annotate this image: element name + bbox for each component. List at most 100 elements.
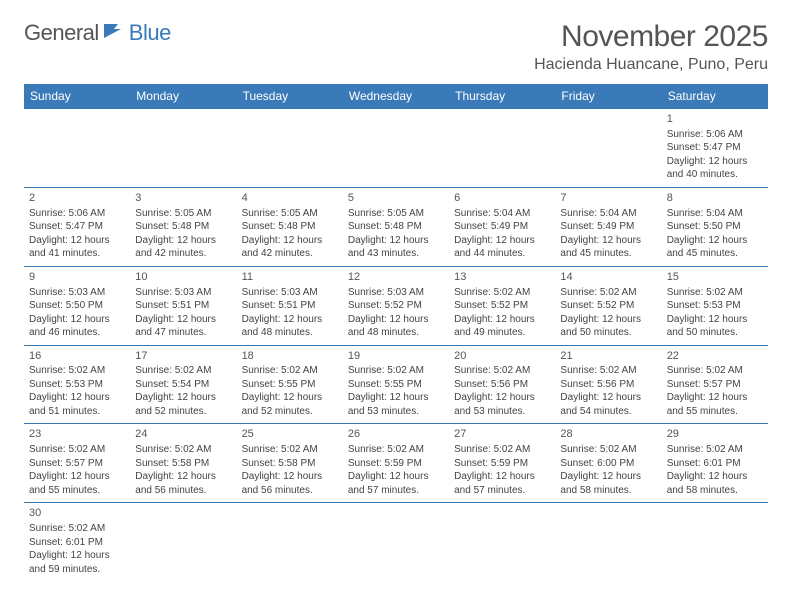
daylight-line: Daylight: 12 hours and 48 minutes. [348, 313, 444, 340]
sunrise-line: Sunrise: 5:02 AM [29, 522, 125, 536]
weekday-header: Wednesday [343, 84, 449, 109]
daylight-line: Daylight: 12 hours and 51 minutes. [29, 391, 125, 418]
header: General Blue November 2025 Hacienda Huan… [24, 20, 768, 74]
day-cell: 19Sunrise: 5:02 AMSunset: 5:55 PMDayligh… [343, 345, 449, 424]
daylight-line: Daylight: 12 hours and 55 minutes. [667, 391, 763, 418]
sunset-line: Sunset: 5:49 PM [454, 220, 550, 234]
logo-text-general: General [24, 20, 99, 46]
sunset-line: Sunset: 5:50 PM [29, 299, 125, 313]
day-cell: 2Sunrise: 5:06 AMSunset: 5:47 PMDaylight… [24, 187, 130, 266]
day-number: 15 [667, 270, 763, 285]
day-number: 24 [135, 427, 231, 442]
calendar-row: 2Sunrise: 5:06 AMSunset: 5:47 PMDaylight… [24, 187, 768, 266]
daylight-line: Daylight: 12 hours and 58 minutes. [560, 470, 656, 497]
sunrise-line: Sunrise: 5:03 AM [348, 286, 444, 300]
calendar-row: 23Sunrise: 5:02 AMSunset: 5:57 PMDayligh… [24, 424, 768, 503]
calendar-row: 1Sunrise: 5:06 AMSunset: 5:47 PMDaylight… [24, 109, 768, 188]
weekday-header: Sunday [24, 84, 130, 109]
sunset-line: Sunset: 5:50 PM [667, 220, 763, 234]
day-cell: 30Sunrise: 5:02 AMSunset: 6:01 PMDayligh… [24, 503, 130, 581]
day-number: 21 [560, 349, 656, 364]
sunset-line: Sunset: 6:01 PM [29, 536, 125, 550]
daylight-line: Daylight: 12 hours and 54 minutes. [560, 391, 656, 418]
sunset-line: Sunset: 5:53 PM [667, 299, 763, 313]
daylight-line: Daylight: 12 hours and 42 minutes. [135, 234, 231, 261]
sunrise-line: Sunrise: 5:04 AM [560, 207, 656, 221]
sunrise-line: Sunrise: 5:02 AM [348, 443, 444, 457]
calendar-row: 9Sunrise: 5:03 AMSunset: 5:50 PMDaylight… [24, 266, 768, 345]
day-number: 13 [454, 270, 550, 285]
sunset-line: Sunset: 5:52 PM [454, 299, 550, 313]
sunrise-line: Sunrise: 5:02 AM [242, 364, 338, 378]
day-cell: 18Sunrise: 5:02 AMSunset: 5:55 PMDayligh… [237, 345, 343, 424]
day-cell: 29Sunrise: 5:02 AMSunset: 6:01 PMDayligh… [662, 424, 768, 503]
sunrise-line: Sunrise: 5:02 AM [667, 286, 763, 300]
daylight-line: Daylight: 12 hours and 41 minutes. [29, 234, 125, 261]
sunset-line: Sunset: 5:55 PM [348, 378, 444, 392]
daylight-line: Daylight: 12 hours and 53 minutes. [454, 391, 550, 418]
sunset-line: Sunset: 5:58 PM [135, 457, 231, 471]
day-number: 4 [242, 191, 338, 206]
sunrise-line: Sunrise: 5:05 AM [242, 207, 338, 221]
weekday-header: Monday [130, 84, 236, 109]
sunrise-line: Sunrise: 5:02 AM [560, 286, 656, 300]
calendar-table: SundayMondayTuesdayWednesdayThursdayFrid… [24, 84, 768, 581]
sunset-line: Sunset: 5:57 PM [29, 457, 125, 471]
day-cell: 13Sunrise: 5:02 AMSunset: 5:52 PMDayligh… [449, 266, 555, 345]
daylight-line: Daylight: 12 hours and 55 minutes. [29, 470, 125, 497]
sunset-line: Sunset: 5:53 PM [29, 378, 125, 392]
day-number: 6 [454, 191, 550, 206]
sunset-line: Sunset: 5:48 PM [135, 220, 231, 234]
weekday-header: Friday [555, 84, 661, 109]
day-number: 19 [348, 349, 444, 364]
daylight-line: Daylight: 12 hours and 49 minutes. [454, 313, 550, 340]
day-number: 30 [29, 506, 125, 521]
daylight-line: Daylight: 12 hours and 56 minutes. [242, 470, 338, 497]
day-cell: 1Sunrise: 5:06 AMSunset: 5:47 PMDaylight… [662, 109, 768, 188]
sunset-line: Sunset: 5:47 PM [667, 141, 763, 155]
day-cell: 12Sunrise: 5:03 AMSunset: 5:52 PMDayligh… [343, 266, 449, 345]
sunset-line: Sunset: 6:00 PM [560, 457, 656, 471]
daylight-line: Daylight: 12 hours and 59 minutes. [29, 549, 125, 576]
daylight-line: Daylight: 12 hours and 44 minutes. [454, 234, 550, 261]
sunset-line: Sunset: 5:52 PM [348, 299, 444, 313]
sunrise-line: Sunrise: 5:05 AM [135, 207, 231, 221]
sunset-line: Sunset: 6:01 PM [667, 457, 763, 471]
day-number: 1 [667, 112, 763, 127]
daylight-line: Daylight: 12 hours and 47 minutes. [135, 313, 231, 340]
empty-cell [237, 503, 343, 581]
day-number: 10 [135, 270, 231, 285]
sunset-line: Sunset: 5:56 PM [454, 378, 550, 392]
day-number: 12 [348, 270, 444, 285]
day-cell: 7Sunrise: 5:04 AMSunset: 5:49 PMDaylight… [555, 187, 661, 266]
empty-cell [662, 503, 768, 581]
day-number: 26 [348, 427, 444, 442]
sunset-line: Sunset: 5:54 PM [135, 378, 231, 392]
sunset-line: Sunset: 5:58 PM [242, 457, 338, 471]
sunrise-line: Sunrise: 5:03 AM [242, 286, 338, 300]
daylight-line: Daylight: 12 hours and 57 minutes. [454, 470, 550, 497]
sunset-line: Sunset: 5:56 PM [560, 378, 656, 392]
day-cell: 3Sunrise: 5:05 AMSunset: 5:48 PMDaylight… [130, 187, 236, 266]
daylight-line: Daylight: 12 hours and 52 minutes. [242, 391, 338, 418]
daylight-line: Daylight: 12 hours and 57 minutes. [348, 470, 444, 497]
day-number: 20 [454, 349, 550, 364]
sunset-line: Sunset: 5:49 PM [560, 220, 656, 234]
sunrise-line: Sunrise: 5:02 AM [560, 364, 656, 378]
day-number: 8 [667, 191, 763, 206]
sunrise-line: Sunrise: 5:06 AM [29, 207, 125, 221]
daylight-line: Daylight: 12 hours and 50 minutes. [560, 313, 656, 340]
day-number: 17 [135, 349, 231, 364]
empty-cell [555, 109, 661, 188]
sunrise-line: Sunrise: 5:04 AM [454, 207, 550, 221]
sunset-line: Sunset: 5:47 PM [29, 220, 125, 234]
daylight-line: Daylight: 12 hours and 45 minutes. [667, 234, 763, 261]
day-cell: 28Sunrise: 5:02 AMSunset: 6:00 PMDayligh… [555, 424, 661, 503]
empty-cell [449, 503, 555, 581]
daylight-line: Daylight: 12 hours and 43 minutes. [348, 234, 444, 261]
day-number: 25 [242, 427, 338, 442]
logo-flag-icon [103, 20, 127, 46]
calendar-page: General Blue November 2025 Hacienda Huan… [0, 0, 792, 601]
day-number: 14 [560, 270, 656, 285]
day-cell: 24Sunrise: 5:02 AMSunset: 5:58 PMDayligh… [130, 424, 236, 503]
